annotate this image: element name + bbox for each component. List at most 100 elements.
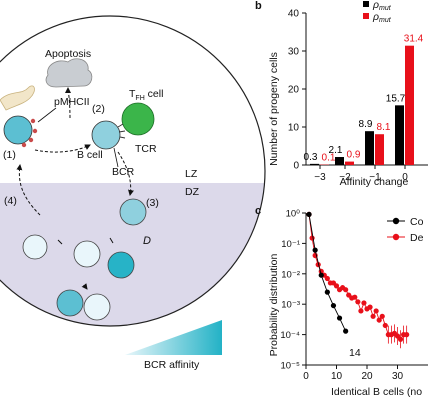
- panel-c-point: [379, 313, 385, 319]
- dark-zone-label: DZ: [185, 186, 200, 198]
- panel-c-point: [382, 322, 388, 329]
- bcr-affinity-label: BCR affinity: [144, 359, 200, 371]
- panel-b-bar: [310, 163, 319, 165]
- panel-b-bars: 0.3 0.12.1 0.9 8.9 8.1 15.7 31.4: [304, 34, 424, 165]
- legend-swatch-red: [363, 13, 369, 19]
- panel-b-value-label: 2.1: [329, 145, 343, 156]
- panel-b-xtick-label: −1: [369, 172, 381, 183]
- panel-c-point: [324, 275, 330, 282]
- panel-b-ytick-label: 30: [288, 47, 300, 58]
- legend-swatch-black: [363, 1, 369, 7]
- panel-c-point: [358, 308, 364, 314]
- legend-marker-red: [392, 233, 400, 241]
- panel-b-legend: ρmut ρmut: [363, 0, 392, 24]
- panel-c-point: [397, 336, 404, 342]
- b-cell-label: B cell: [77, 149, 103, 161]
- panel-c-xtick-label: 20: [361, 371, 373, 382]
- panel-b-value-label: 15.7: [386, 93, 406, 104]
- panel-b-value-label: 0.9: [347, 150, 361, 161]
- panel-b-xtick-label: −3: [314, 172, 326, 183]
- follicular-dendritic-cell: [0, 85, 35, 111]
- apoptosis-label: Apoptosis: [45, 48, 91, 60]
- panel-c-point: [315, 262, 321, 268]
- step-2-label: (2): [92, 103, 105, 115]
- legend-label-co: Co: [410, 216, 424, 228]
- migration-arrow: [117, 151, 134, 196]
- panel-b-value-label: 8.1: [377, 122, 391, 133]
- panel-c-point: [333, 283, 340, 289]
- germinal-center-circle: [0, 15, 266, 327]
- panel-c-xtick-label: 0: [303, 371, 309, 382]
- panel-c-series-line: [308, 214, 347, 332]
- b-cell-icon: [91, 120, 121, 150]
- panel-b-value-label: 0.1: [322, 153, 336, 164]
- panel-c-point: [318, 272, 324, 278]
- panel-b-bar: [395, 105, 404, 165]
- dark-zone-cells: [22, 198, 147, 321]
- apoptotic-cell-icon: [45, 58, 93, 88]
- panel-b-bar: [375, 134, 384, 165]
- panel-c-point: [361, 300, 367, 306]
- panel-b-ytick-label: 10: [288, 123, 300, 134]
- pmhcii-label: pMHCII: [54, 96, 90, 108]
- panel-c-ylabel: Probability distribution: [268, 253, 280, 356]
- panel-c-series: [306, 211, 410, 349]
- panel-b-bar: [345, 161, 354, 165]
- panel-c-point: [394, 333, 401, 339]
- panel-b: b Number of progeny cells Affinity chang…: [255, 0, 428, 188]
- legend-label-de: De: [410, 232, 424, 244]
- panel-c-axes: 10⁰ 10⁻¹ 10⁻² 10⁻³ 10⁻⁴ 10⁻⁵0 10 20 30: [280, 209, 428, 382]
- tcr-label: TCR: [135, 143, 157, 155]
- bcr-affinity-gradient: [125, 320, 222, 355]
- panel-b-value-label: 31.4: [404, 34, 424, 45]
- legend-marker-black: [392, 217, 400, 225]
- panel-b-letter: b: [255, 0, 262, 12]
- tfh-cell-icon: [121, 102, 155, 136]
- return-arrow: [16, 164, 41, 216]
- division-label: D: [143, 235, 151, 247]
- panel-c-ytick-label: 10⁻¹: [281, 239, 300, 250]
- step-3-label: (3): [146, 197, 159, 209]
- panel-b-xlabel: Affinity change: [340, 176, 409, 188]
- panel-b-bar: [335, 157, 344, 165]
- panel-b-bar: [365, 131, 374, 165]
- panel-b-value-label: 8.9: [359, 119, 373, 130]
- step-4-label: (4): [4, 195, 17, 207]
- panel-b-xtick-label: −2: [339, 172, 351, 183]
- panel-c-letter: c: [255, 205, 261, 217]
- panel-c-ytick-label: 10⁻³: [281, 300, 300, 311]
- panel-c-point: [324, 289, 330, 295]
- panel-b-value-label: 0.3: [304, 152, 318, 163]
- panel-c-point: [343, 287, 349, 293]
- panel-b-bar: [405, 45, 414, 165]
- panel-c-annotation: 14: [349, 347, 361, 359]
- panel-b-ytick-label: 40: [288, 9, 300, 20]
- panel-c-ytick-label: 10⁻⁴: [280, 330, 300, 341]
- panel-c-ytick-label: 10⁰: [286, 209, 301, 220]
- tfh-cell-label: TFH cell: [129, 88, 163, 102]
- panel-c-legend: Co De: [387, 216, 424, 244]
- panel-c-point: [330, 302, 337, 309]
- panel-c-point: [404, 332, 410, 338]
- panel-c-point: [355, 299, 361, 305]
- panel-c-xtick-label: 30: [392, 371, 404, 382]
- panel-c-point: [373, 308, 379, 314]
- panel-c-ytick-label: 10⁻⁵: [280, 361, 300, 372]
- panel-c-xlabel: Identical B cells (no: [331, 386, 422, 398]
- panel-c-point: [309, 235, 315, 241]
- selection-arrow: [34, 144, 91, 153]
- panel-c-point: [352, 294, 358, 300]
- panel-c-point: [370, 313, 376, 319]
- panel-c-point: [376, 317, 382, 323]
- legend-label-black: ρmut: [372, 0, 392, 12]
- panel-c-xtick-label: 10: [331, 371, 343, 382]
- germinal-center-diagram: Apoptosis pMHCII (1) TFH cell (2) TCR B …: [0, 15, 266, 371]
- panel-b-ytick-label: 20: [288, 85, 300, 96]
- panel-c-point: [306, 211, 312, 217]
- bcr-label: BCR: [112, 166, 135, 178]
- panel-c: c Probability distribution Identical B c…: [255, 205, 428, 398]
- panel-c-ytick-label: 10⁻²: [281, 269, 300, 280]
- panel-b-ytick-label: 0: [293, 161, 299, 172]
- panel-b-ylabel: Number of progeny cells: [268, 52, 280, 166]
